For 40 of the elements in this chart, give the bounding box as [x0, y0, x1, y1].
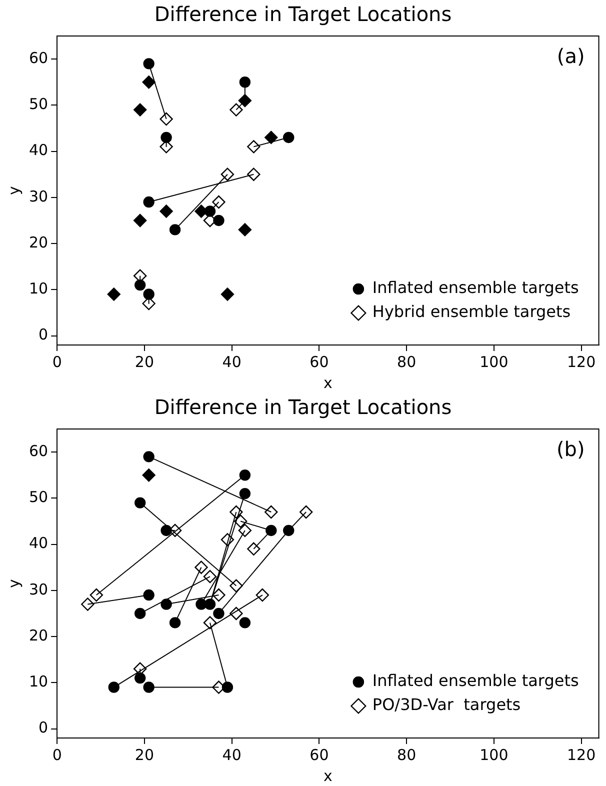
legend-label: PO/3D-Var targets [372, 695, 521, 714]
y-axis-title: y [4, 186, 23, 195]
x-tick-label: 120 [567, 352, 596, 371]
y-axis-title: y [4, 578, 23, 588]
y-tick-label: 60 [28, 48, 48, 67]
x-tick-label: 40 [222, 352, 242, 371]
y-tick-label: 0 [38, 326, 48, 344]
x-tick-label: 120 [567, 746, 596, 764]
x-tick-label: 0 [52, 352, 62, 371]
y-tick-label: 50 [28, 488, 48, 506]
annotation: (a) [556, 44, 585, 68]
chart-title: Difference in Target Locations [154, 395, 452, 420]
y-tick-label: 20 [28, 233, 48, 252]
x-tick-label: 100 [480, 352, 508, 371]
y-tick-label: 10 [28, 672, 48, 691]
y-tick-label: 50 [28, 95, 48, 114]
y-tick-label: 30 [28, 580, 48, 598]
x-tick-label: 20 [134, 352, 154, 371]
x-axis-title: x [324, 374, 332, 392]
legend-label: Hybrid ensemble targets [372, 302, 571, 322]
y-tick-label: 40 [28, 141, 48, 160]
y-tick-label: 20 [28, 626, 48, 644]
y-tick-label: 0 [38, 718, 48, 737]
y-tick-label: 40 [28, 534, 48, 552]
x-tick-label: 80 [397, 746, 416, 764]
legend-label: Inflated ensemble targets [372, 278, 579, 298]
x-tick-label: 20 [134, 746, 154, 764]
chart-title: Difference in Target Locations [154, 2, 452, 26]
x-tick-label: 80 [397, 352, 416, 371]
legend-label: Inflated ensemble targets [372, 671, 579, 690]
x-tick-label: 40 [222, 746, 242, 764]
annotation: (b) [556, 437, 585, 462]
y-tick-label: 10 [28, 280, 48, 298]
x-axis-title: x [324, 766, 332, 785]
x-tick-label: 0 [52, 746, 62, 764]
x-tick-label: 100 [480, 746, 508, 764]
y-tick-label: 30 [28, 187, 48, 206]
x-tick-label: 60 [310, 352, 329, 371]
x-tick-label: 60 [310, 746, 329, 764]
y-tick-label: 60 [28, 442, 48, 460]
